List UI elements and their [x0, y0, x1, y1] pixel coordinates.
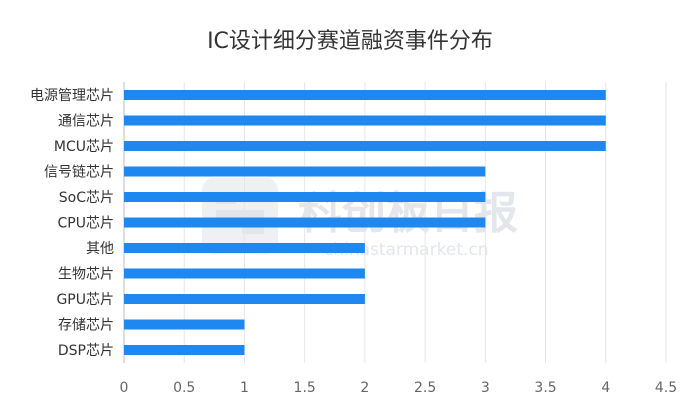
category-label: 存储芯片 [58, 318, 114, 334]
x-tick-label: 4 [601, 380, 610, 396]
x-tick-label: 1 [240, 380, 249, 396]
bar [124, 243, 365, 253]
bar [124, 294, 365, 304]
bar [124, 115, 606, 126]
category-label: 信号链芯片 [44, 165, 114, 181]
x-tick-label: 3 [481, 380, 490, 396]
category-label: GPU芯片 [56, 292, 114, 308]
x-tick-label: 0.5 [173, 380, 195, 396]
x-tick-label: 0 [120, 380, 129, 396]
category-label: 通信芯片 [58, 114, 114, 130]
x-tick-label: 2.5 [414, 380, 436, 396]
bar [124, 192, 486, 202]
x-tick-label: 1.5 [294, 380, 316, 396]
chart-title: IC设计细分赛道融资事件分布 [207, 29, 493, 54]
x-tick-label: 3.5 [534, 380, 556, 396]
x-axis-tick-labels: 0 0.5 1 1.5 2 2.5 3 3.5 4 4.5 [120, 380, 678, 396]
category-label: 电源管理芯片 [30, 88, 114, 104]
bar [124, 141, 606, 151]
bar [124, 217, 486, 228]
category-label: 生物芯片 [58, 267, 114, 283]
category-label: MCU芯片 [54, 139, 114, 155]
bars [124, 90, 606, 355]
bar [124, 268, 365, 279]
bar [124, 90, 606, 100]
category-label: DSP芯片 [58, 343, 114, 359]
bar [124, 319, 245, 330]
x-tick-label: 2 [360, 380, 369, 396]
category-label: CPU芯片 [58, 216, 114, 232]
category-label: 其他 [86, 241, 114, 257]
x-tick-label: 4.5 [655, 380, 677, 396]
category-label: SoC芯片 [59, 190, 114, 206]
bar [124, 345, 245, 355]
bar [124, 166, 486, 177]
